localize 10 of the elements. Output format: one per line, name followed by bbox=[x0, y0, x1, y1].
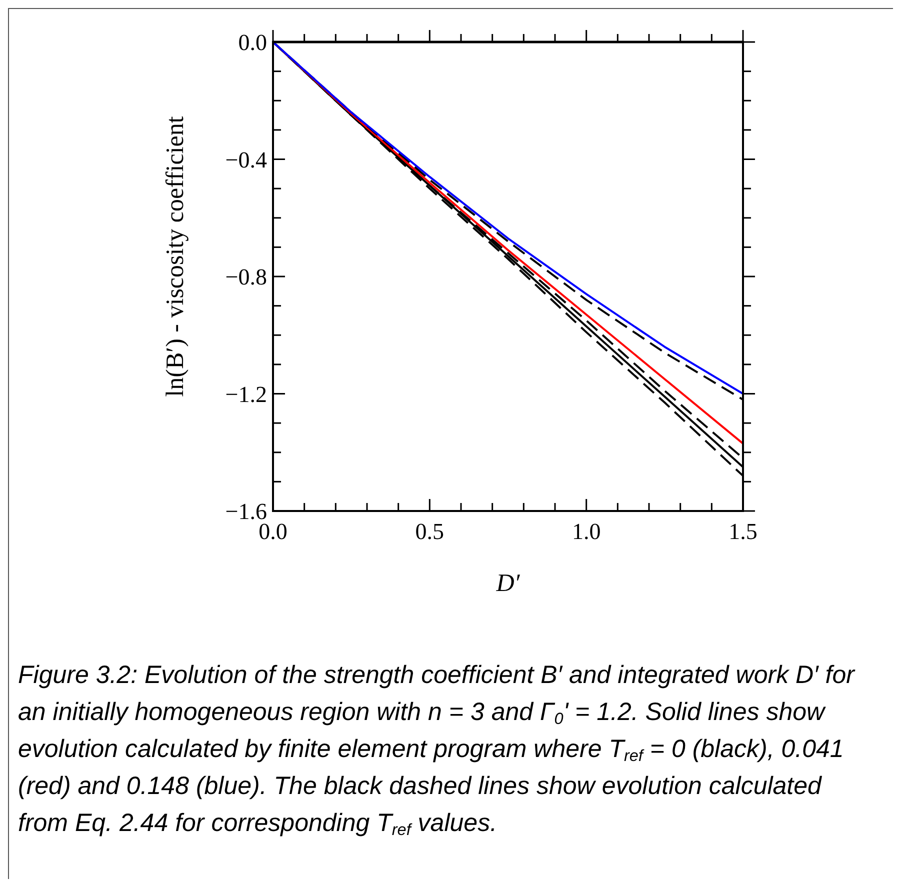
x-tick-label: 0.5 bbox=[415, 519, 444, 544]
x-axis-title: D′ bbox=[495, 570, 520, 597]
y-tick-label: −0.8 bbox=[225, 264, 267, 290]
y-tick-label: −0.4 bbox=[225, 147, 268, 172]
text: Figure 3.2: Evolution of the strength coefficient B′ and integrated work D′ for an initially homogeneous region with n = 3 and Γ$_{0}$' = 1.2. Solid lines show evolution calculated by finite element program where T$_{ref}$ = 0 (black), 0.041 (red) and 0.148 (blue). The black dashed lines show evolution calculated from Eq. 2.44 for corresponding T$_{ref}$ values. bbox=[18, 661, 854, 839]
x-tick-label: 1.0 bbox=[572, 519, 601, 544]
x-tick-label: 1.5 bbox=[728, 519, 758, 544]
y-tick-label: 0.0 bbox=[238, 30, 267, 55]
y-tick-label: −1.2 bbox=[225, 382, 267, 407]
y-axis-title: ln(B′) - viscosity coefficient bbox=[162, 116, 189, 397]
